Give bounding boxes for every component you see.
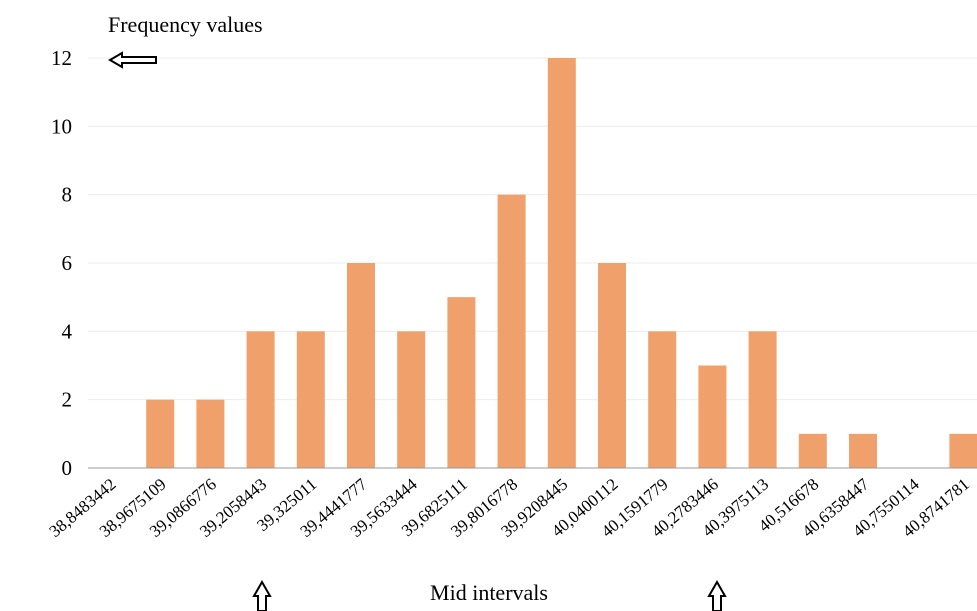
bars (146, 58, 977, 468)
gridlines (88, 57, 977, 401)
bar (497, 194, 526, 468)
up-arrow-icon (252, 579, 272, 611)
bar (447, 297, 476, 468)
bar (949, 433, 977, 468)
bar (146, 399, 175, 468)
y-tick-label: 10 (51, 114, 72, 138)
y-axis-title: Frequency values (108, 12, 263, 37)
y-tick-label: 8 (62, 183, 73, 207)
bar (598, 263, 626, 468)
bar (547, 58, 576, 468)
bar (748, 331, 777, 468)
bar (347, 263, 375, 468)
bar (648, 331, 677, 468)
up-arrow-icon (707, 579, 727, 611)
x-axis-ticks: 38,848344238,967510939,086677639,2058443… (46, 474, 973, 541)
y-tick-label: 4 (62, 319, 73, 343)
bar (296, 331, 325, 468)
y-tick-label: 6 (62, 251, 73, 275)
x-axis-title: Mid intervals (430, 580, 548, 605)
bar (196, 399, 225, 468)
y-axis-ticks: 0 2 4 6 8 10 12 (51, 46, 73, 480)
bar (798, 433, 827, 468)
y-tick-label: 12 (51, 46, 72, 70)
y-tick-label: 2 (62, 388, 73, 412)
bar (849, 433, 877, 468)
bar (698, 365, 727, 468)
bar (397, 331, 426, 468)
bar (246, 331, 275, 468)
left-arrow-icon (108, 51, 157, 69)
y-tick-label: 0 (62, 456, 73, 480)
